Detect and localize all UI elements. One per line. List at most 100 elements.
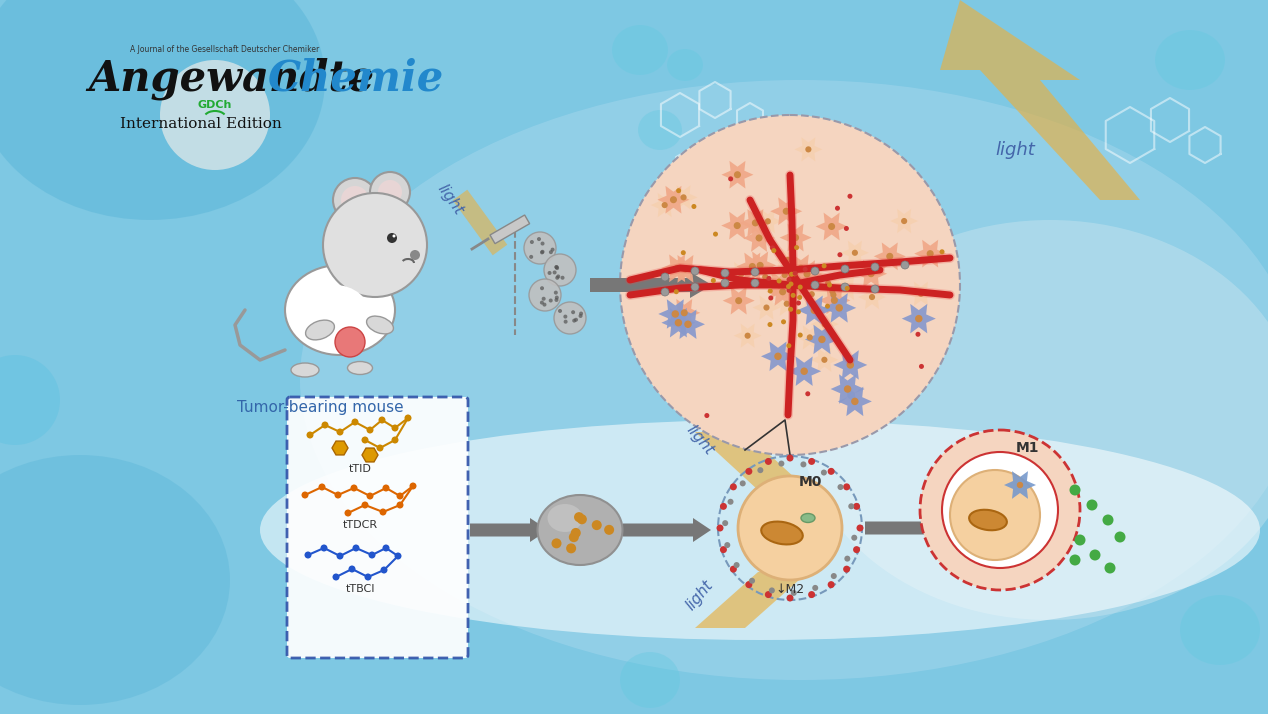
Circle shape [735, 297, 742, 304]
Circle shape [550, 248, 554, 251]
Circle shape [790, 276, 795, 281]
Circle shape [661, 288, 670, 296]
Polygon shape [794, 137, 823, 161]
Circle shape [841, 265, 850, 273]
Polygon shape [361, 448, 378, 462]
Polygon shape [650, 193, 678, 217]
Ellipse shape [260, 420, 1260, 640]
Circle shape [564, 320, 568, 323]
Circle shape [851, 535, 857, 540]
Polygon shape [822, 293, 856, 323]
Circle shape [379, 508, 387, 516]
FancyArrow shape [865, 516, 943, 540]
Circle shape [836, 304, 843, 311]
Circle shape [536, 237, 541, 241]
Circle shape [940, 249, 945, 254]
Circle shape [304, 551, 312, 558]
Circle shape [789, 307, 794, 312]
Circle shape [544, 254, 576, 286]
Circle shape [808, 591, 815, 598]
Ellipse shape [969, 510, 1007, 531]
Circle shape [786, 277, 791, 282]
Circle shape [160, 60, 270, 170]
Circle shape [828, 223, 836, 230]
Polygon shape [723, 287, 754, 315]
Circle shape [851, 398, 858, 405]
Polygon shape [787, 356, 822, 386]
Circle shape [798, 285, 803, 290]
Circle shape [786, 281, 794, 288]
Text: light: light [995, 141, 1035, 159]
Circle shape [383, 485, 389, 491]
Circle shape [318, 483, 326, 491]
Circle shape [364, 573, 372, 580]
Circle shape [1115, 531, 1126, 543]
FancyBboxPatch shape [287, 397, 468, 658]
Ellipse shape [301, 285, 370, 345]
Polygon shape [671, 310, 705, 339]
Circle shape [752, 219, 758, 226]
Polygon shape [744, 251, 776, 279]
Polygon shape [657, 186, 690, 213]
Circle shape [738, 476, 842, 580]
Circle shape [786, 595, 794, 601]
Circle shape [927, 250, 933, 257]
Circle shape [775, 353, 782, 360]
Circle shape [530, 240, 534, 244]
Circle shape [574, 318, 578, 322]
Polygon shape [810, 348, 838, 372]
Text: M0: M0 [799, 475, 822, 489]
Circle shape [848, 503, 855, 509]
Circle shape [728, 176, 733, 181]
Polygon shape [858, 285, 886, 309]
Circle shape [902, 261, 909, 269]
Polygon shape [668, 299, 700, 326]
Circle shape [746, 581, 752, 588]
Circle shape [800, 461, 806, 468]
Circle shape [661, 273, 670, 281]
Circle shape [781, 319, 786, 324]
Circle shape [571, 310, 576, 314]
FancyArrow shape [623, 518, 711, 542]
Circle shape [676, 188, 681, 193]
Circle shape [554, 298, 558, 302]
Circle shape [918, 291, 924, 297]
Polygon shape [855, 260, 888, 288]
Circle shape [341, 186, 369, 214]
Circle shape [808, 458, 815, 465]
Circle shape [831, 292, 837, 298]
Circle shape [786, 288, 791, 293]
Circle shape [379, 416, 385, 423]
Circle shape [557, 274, 560, 278]
Circle shape [763, 304, 770, 311]
Circle shape [827, 283, 832, 288]
Circle shape [670, 196, 677, 203]
Circle shape [822, 357, 828, 363]
Circle shape [765, 218, 771, 224]
Circle shape [791, 293, 795, 298]
Circle shape [723, 520, 728, 526]
Polygon shape [739, 209, 771, 237]
Polygon shape [662, 308, 695, 338]
Text: tTID: tTID [349, 464, 372, 474]
Circle shape [757, 262, 763, 269]
Ellipse shape [667, 49, 702, 81]
Circle shape [768, 588, 775, 593]
Circle shape [837, 484, 843, 490]
Circle shape [844, 286, 850, 291]
Circle shape [739, 481, 746, 486]
Circle shape [620, 115, 960, 455]
Circle shape [552, 538, 562, 548]
Circle shape [380, 566, 388, 573]
Polygon shape [752, 296, 781, 320]
Circle shape [841, 283, 850, 291]
Text: light: light [434, 182, 465, 218]
Text: Chemie: Chemie [268, 57, 444, 99]
Circle shape [555, 276, 559, 280]
Polygon shape [814, 271, 842, 296]
Ellipse shape [620, 652, 680, 708]
Ellipse shape [0, 0, 325, 220]
Polygon shape [761, 341, 795, 371]
Polygon shape [727, 262, 756, 286]
Circle shape [370, 172, 410, 212]
